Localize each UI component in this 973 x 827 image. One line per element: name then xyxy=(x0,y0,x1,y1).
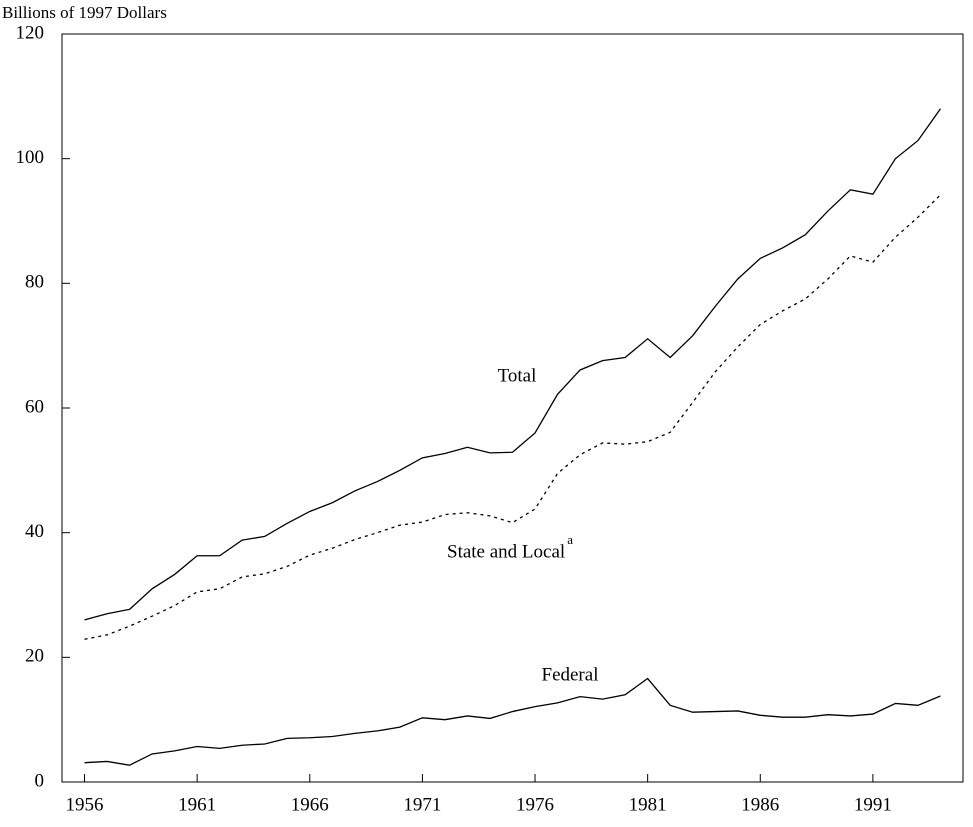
series-line xyxy=(84,677,941,766)
x-tick-label: 1956 xyxy=(66,794,104,815)
series-line xyxy=(84,194,941,640)
y-tick-label: 20 xyxy=(25,646,44,667)
x-tick-label: 1971 xyxy=(403,794,441,815)
series-label: Total xyxy=(498,365,537,386)
x-tick-label: 1991 xyxy=(854,794,892,815)
x-tick-label: 1981 xyxy=(629,794,667,815)
x-tick-label: 1966 xyxy=(291,794,329,815)
y-tick-label: 60 xyxy=(25,396,44,417)
footnote-marker: a xyxy=(567,532,573,547)
y-tick-label: 40 xyxy=(25,521,44,542)
series-label: State and Local xyxy=(447,541,565,562)
y-tick-label: 80 xyxy=(25,272,44,293)
y-tick-label: 120 xyxy=(16,22,45,43)
y-tick-label: 100 xyxy=(16,147,45,168)
x-tick-label: 1976 xyxy=(516,794,554,815)
y-axis-label: Billions of 1997 Dollars xyxy=(2,3,167,22)
series-label: Federal xyxy=(542,664,599,685)
y-tick-label: 0 xyxy=(35,770,45,791)
plot-frame xyxy=(61,33,964,783)
series-line xyxy=(84,108,942,621)
x-tick-label: 1986 xyxy=(741,794,779,815)
x-tick-label: 1961 xyxy=(178,794,216,815)
